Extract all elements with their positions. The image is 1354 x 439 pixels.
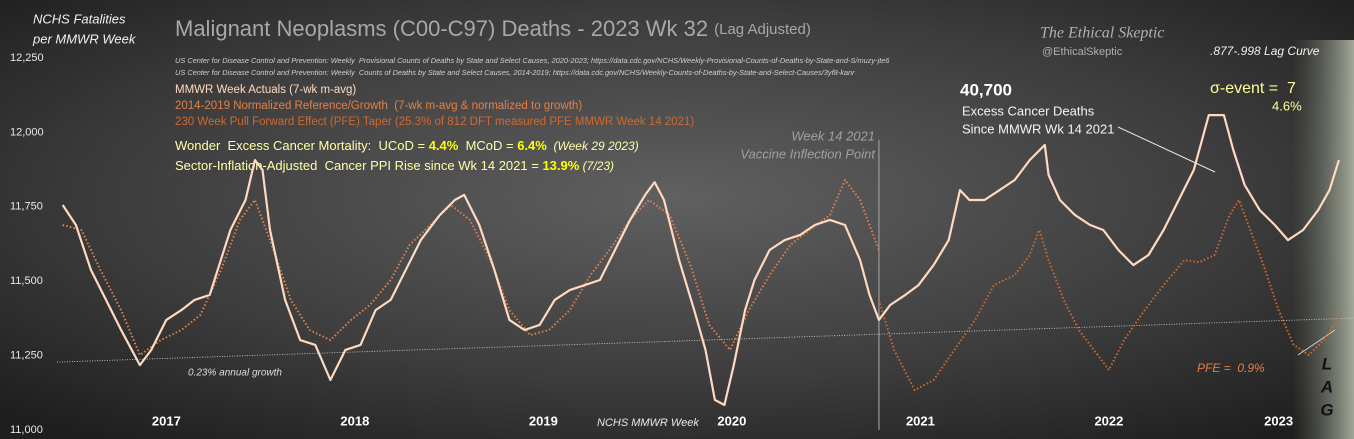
legend-entry: MMWR Week Actuals (7-wk m-avg) (175, 84, 356, 96)
subtitle: (Lag Adjusted) (714, 21, 811, 38)
vline-label: Week 14 2021 (791, 128, 875, 143)
x-axis-label: NCHS MMWR Week (597, 417, 699, 429)
vline-label: Vaccine Inflection Point (740, 146, 876, 161)
source: US Center for Disease Control and Preven… (175, 68, 855, 77)
text: Wonder Excess Cancer Mortality: UCoD = (175, 138, 429, 153)
excess-total: 40,700 (960, 80, 1012, 99)
y-tick-label: 11,250 (10, 350, 43, 362)
highlight: 13.9% (542, 158, 579, 173)
y-tick-label: 12,000 (10, 126, 44, 138)
highlight: 4.4% (429, 138, 459, 153)
chart-title: Malignant Neoplasms (C00-C97) Deaths - 2… (175, 16, 811, 41)
x-tick-label: 2023 (1264, 413, 1293, 428)
y-axis-label: per MMWR Week (32, 31, 137, 46)
pfe-label: PFE = 0.9% (1197, 361, 1265, 375)
brand: The Ethical Skeptic (1040, 25, 1164, 42)
y-tick-label: 11,750 (10, 201, 43, 213)
x-tick-label: 2018 (340, 413, 369, 428)
lag-letter: L (1322, 354, 1332, 373)
text: (Week 29 2023) (547, 139, 639, 153)
pointer (1117, 126, 1216, 173)
wonder-note: Wonder Excess Cancer Mortality: UCoD = 4… (175, 138, 639, 153)
brand-handle: @EthicalSkeptic (1042, 46, 1123, 58)
series-line (61, 114, 1340, 407)
excess-label: Excess Cancer Deaths (962, 103, 1095, 118)
y-axis-label: NCHS Fatalities (33, 11, 126, 26)
y-tick-label: 11,500 (10, 275, 43, 287)
y-tick-label: 11,000 (10, 424, 43, 436)
sigma-percent: 4.6% (1272, 98, 1302, 113)
text: MCoD = (458, 138, 517, 153)
lag-curve-label: .877-.998 Lag Curve (1210, 44, 1320, 58)
sector-note: Sector-Inflation-Adjusted Cancer PPI Ris… (175, 158, 614, 173)
x-tick-label: 2020 (717, 413, 746, 428)
sigma-event: σ-event = 7 (1210, 80, 1296, 97)
text: Sector-Inflation-Adjusted Cancer PPI Ris… (175, 158, 542, 173)
x-tick-label: 2019 (529, 413, 558, 428)
series-line (62, 179, 880, 356)
source: US Center for Disease Control and Preven… (175, 56, 890, 65)
series-line (877, 199, 1340, 392)
lag-letter: G (1320, 400, 1333, 419)
excess-label: Since MMWR Wk 14 2021 (962, 121, 1114, 136)
legend-entry: 230 Week Pull Forward Effect (PFE) Taper… (175, 116, 694, 128)
text: (7/23) (579, 159, 614, 173)
x-tick-label: 2021 (906, 413, 935, 428)
line-label: 0.23% annual growth (188, 368, 282, 379)
y-tick-label: 12,250 (10, 52, 44, 64)
x-tick-label: 2017 (152, 413, 181, 428)
title: Malignant Neoplasms (C00-C97) Deaths - 2… (175, 16, 708, 41)
highlight: 6.4% (517, 138, 547, 153)
x-tick-label: 2022 (1094, 413, 1123, 428)
legend-entry: 2014-2019 Normalized Reference/Growth (7… (175, 100, 582, 112)
lag-letter: A (1320, 377, 1333, 396)
lag-region (1292, 40, 1354, 439)
